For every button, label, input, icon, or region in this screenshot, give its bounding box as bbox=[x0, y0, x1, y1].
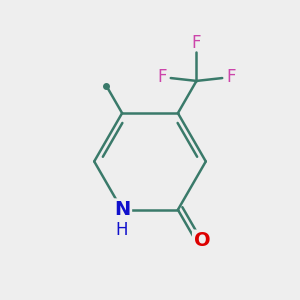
Text: F: F bbox=[192, 34, 201, 52]
Text: O: O bbox=[194, 231, 211, 250]
Text: N: N bbox=[114, 200, 130, 219]
Text: F: F bbox=[226, 68, 236, 85]
Text: O: O bbox=[194, 231, 211, 250]
Text: H: H bbox=[116, 221, 128, 239]
Text: N: N bbox=[114, 200, 130, 219]
Text: F: F bbox=[158, 68, 167, 85]
